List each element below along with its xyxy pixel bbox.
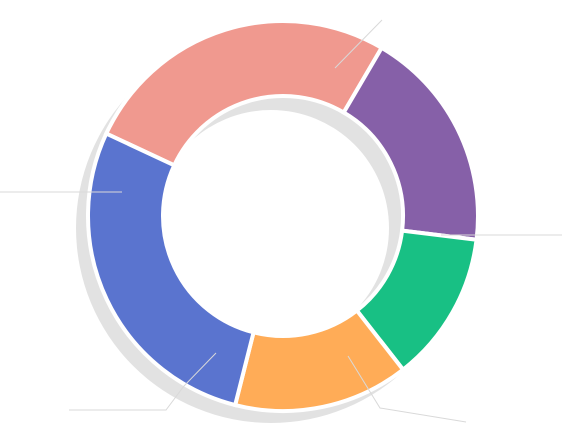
leader-lines [0,19,562,423]
donut-slice-5 [86,130,256,408]
donut-slice-1 [103,19,385,168]
leader-line-3 [347,355,467,423]
leader-line-4 [69,352,217,411]
leader-line-1 [334,19,383,69]
donut-slices [86,19,480,413]
